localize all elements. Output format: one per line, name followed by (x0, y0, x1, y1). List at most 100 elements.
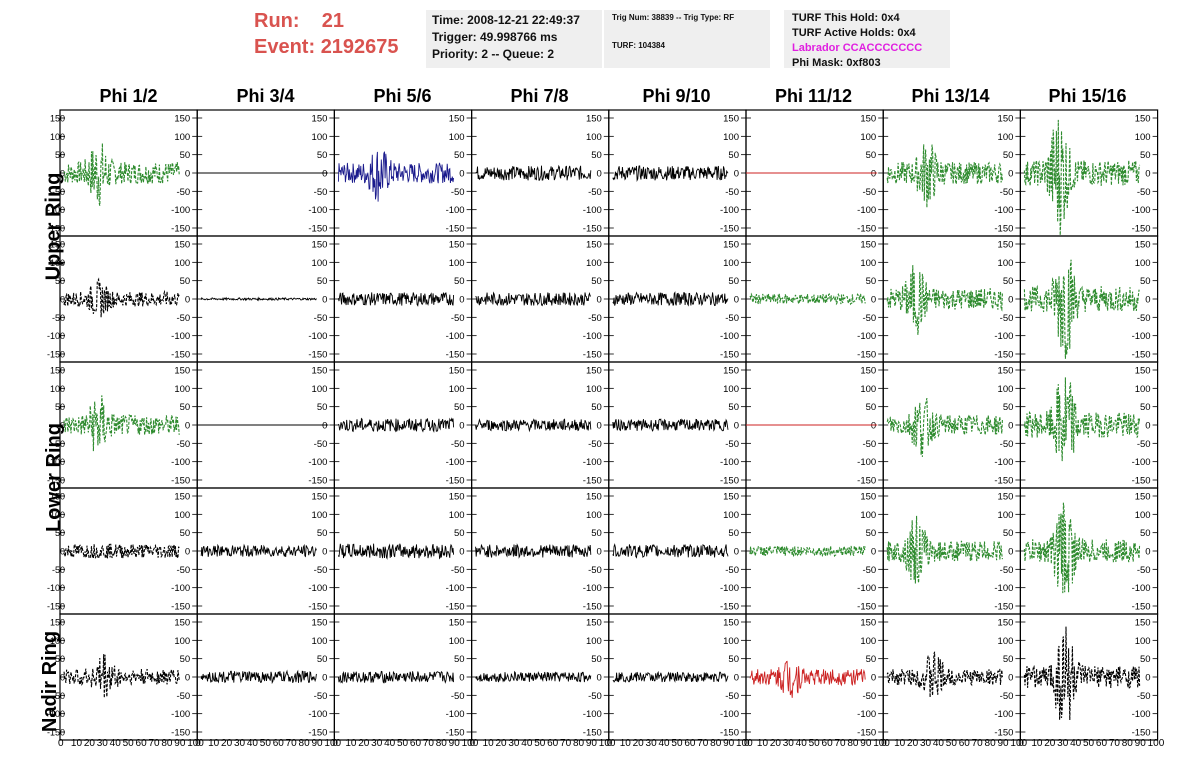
y-tick-label: -50 (588, 187, 602, 198)
y-tick-label: 100 (723, 132, 739, 143)
y-tick-label: -100 (308, 331, 327, 342)
x-tick-label: 90 (448, 738, 460, 749)
x-tick-label: 30 (233, 738, 246, 749)
waveform-trace (63, 395, 180, 452)
x-tick-label: 60 (958, 738, 970, 749)
y-tick-label: 100 (449, 258, 465, 269)
x-tick-label: 10 (482, 738, 494, 749)
waveform-panel: 150 150 100 100 50 50 0 0 -50 -50 -100 -100 -150 -150 (47, 487, 198, 615)
y-tick-label: -150 (994, 602, 1013, 613)
waveform-panel: 150 150 100 100 50 50 0 0 -50 -50 -100 -100 -150 -150 (47, 235, 198, 363)
x-tick-label: 20 (221, 738, 233, 749)
x-tick-label: 60 (684, 738, 696, 749)
y-tick-label: 0 (459, 295, 464, 306)
waveform-panel: 150 100 50 0 -50 -100 -150 (882, 109, 1022, 237)
y-tick-label: -50 (52, 439, 65, 449)
y-tick-label: -150 (446, 350, 465, 361)
x-tick-label: 0 (606, 738, 613, 749)
y-tick-label: -100 (583, 331, 602, 342)
turf-text: TURF: 104384 (612, 41, 665, 50)
waveform-panel: 150 100 50 0 -50 -100 -150 (196, 361, 335, 489)
y-tick-label: 150 (586, 492, 602, 503)
y-tick-label: 100 (1135, 510, 1151, 521)
y-tick-label: 100 (312, 510, 328, 521)
y-tick-label: -50 (862, 313, 876, 324)
panel-frame (882, 361, 1022, 489)
y-tick-label: -150 (171, 350, 190, 361)
y-tick-label: -50 (1137, 313, 1151, 324)
y-tick-label: -150 (857, 476, 876, 487)
y-tick-label: -50 (862, 565, 876, 576)
y-tick-label: 0 (1145, 547, 1150, 558)
y-tick-label: -150 (583, 350, 602, 361)
x-tick-label: 100 (873, 738, 890, 749)
x-tick-label: 20 (83, 738, 95, 749)
y-tick-label: 100 (723, 510, 739, 521)
x-tick-label: 20 (358, 738, 370, 749)
y-tick-label: 0 (459, 421, 464, 432)
y-tick-label: 100 (174, 258, 190, 269)
y-tick-label: -50 (314, 565, 328, 576)
y-tick-label: 100 (723, 384, 739, 395)
waveform-trace (63, 143, 180, 206)
y-tick-label: 0 (734, 673, 739, 684)
x-tick-label: 50 (534, 738, 546, 749)
y-tick-label: -100 (1132, 583, 1151, 594)
y-tick-label: -50 (451, 691, 465, 702)
column-header: Phi 13/14 (911, 86, 990, 106)
x-tick-label: 0 (744, 738, 750, 749)
y-tick-label: -150 (583, 224, 602, 235)
waveform-panel: 150 100 50 0 -50 -100 -150 (471, 361, 610, 489)
waveform-panel: 150 150 100 100 50 50 0 0 -50 -50 -100 -100 -150 -150 (47, 613, 198, 741)
y-tick-label: -150 (446, 224, 465, 235)
waveform-trace (886, 651, 1003, 698)
y-tick-label: 0 (60, 421, 65, 431)
y-tick-label: -100 (857, 331, 876, 342)
y-tick-label: 100 (998, 132, 1014, 143)
y-tick-label: 100 (860, 258, 876, 269)
y-tick-label: -50 (314, 187, 328, 198)
x-tick-label: 70 (971, 738, 983, 749)
y-tick-label: -50 (1137, 691, 1151, 702)
y-tick-label: 150 (860, 618, 876, 629)
panel-frame (333, 109, 473, 237)
y-tick-label: -150 (171, 728, 190, 739)
column-header: Phi 5/6 (373, 86, 432, 106)
waveform-panel: 150 150 100 100 50 50 0 0 -50 -50 -100 -100 -150 -150 (47, 361, 198, 489)
x-tick-label: 50 (1083, 738, 1095, 749)
y-tick-label: -100 (171, 457, 190, 468)
y-tick-label: 0 (734, 547, 739, 558)
y-tick-label: 100 (586, 258, 602, 269)
y-tick-label: -50 (588, 691, 602, 702)
y-tick-label: -50 (451, 313, 465, 324)
waveform-trace (612, 670, 729, 683)
y-tick-label: -50 (176, 187, 190, 198)
phi-mask-text: Phi Mask: 0xf803 (792, 57, 881, 69)
waveform-panel: 150 100 50 0 -50 -100 -150 (745, 109, 884, 237)
y-tick-label: -150 (857, 350, 876, 361)
y-tick-label: -150 (47, 728, 65, 738)
y-tick-label: -50 (1000, 565, 1014, 576)
x-tick-label: 90 (585, 738, 597, 749)
y-tick-label: 150 (312, 492, 328, 503)
y-tick-label: -100 (720, 457, 739, 468)
y-tick-label: 50 (1140, 402, 1151, 413)
x-tick-label: 30 (782, 738, 794, 749)
waveform-trace (337, 670, 455, 684)
y-tick-label: 100 (586, 510, 602, 521)
y-tick-label: 0 (597, 421, 602, 432)
y-tick-label: 100 (998, 510, 1014, 521)
x-tick-label: 80 (710, 738, 722, 749)
y-tick-label: -150 (994, 224, 1013, 235)
y-tick-label: 50 (454, 402, 465, 413)
y-tick-label: 100 (312, 636, 328, 647)
y-tick-label: -100 (308, 205, 327, 216)
waveform-panel: 150 100 50 0 -50 -100 -150 (608, 613, 747, 741)
x-tick-label: 0 (195, 738, 201, 749)
y-tick-label: 0 (459, 547, 464, 558)
priority-text: Priority: 2 -- Queue: 2 (432, 47, 555, 61)
y-tick-label: 50 (55, 150, 65, 160)
y-tick-label: 0 (597, 547, 602, 558)
turf-active-holds: TURF Active Holds: 0x4 (792, 27, 916, 39)
x-tick-label: 40 (795, 738, 807, 749)
